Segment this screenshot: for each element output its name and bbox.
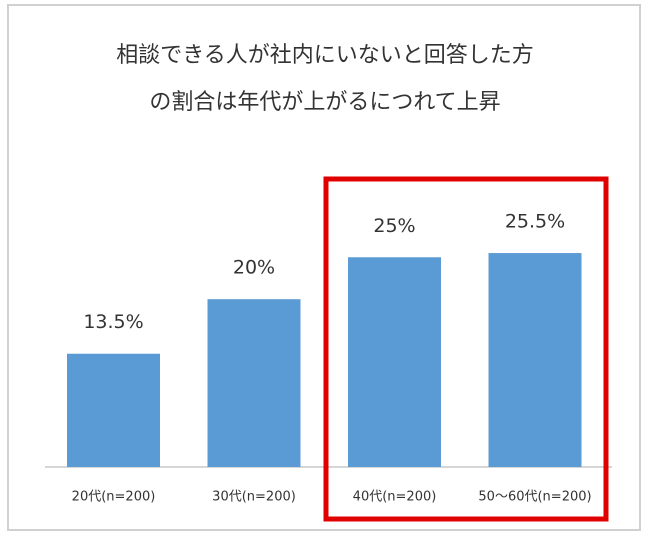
value-label: 13.5% (83, 311, 143, 333)
highlight-box (323, 176, 609, 522)
value-label: 25% (373, 215, 415, 237)
x-tick-label: 30代(n=200) (212, 490, 296, 505)
chart-title: 相談できる人が社内にいないと回答した方 (116, 43, 534, 68)
value-label: 25.5% (505, 211, 565, 233)
frame (7, 4, 641, 531)
bar (67, 353, 160, 467)
bar (488, 253, 582, 467)
x-tick-label: 40代(n=200) (353, 490, 437, 505)
x-tick-label: 50～60代(n=200) (478, 490, 591, 505)
x-tick-label: 20代(n=200) (72, 490, 156, 505)
chart-title: の割合は年代が上がるにつれて上昇 (149, 90, 500, 115)
value-label: 20% (233, 257, 275, 279)
bar (348, 257, 441, 467)
bar (207, 299, 301, 467)
